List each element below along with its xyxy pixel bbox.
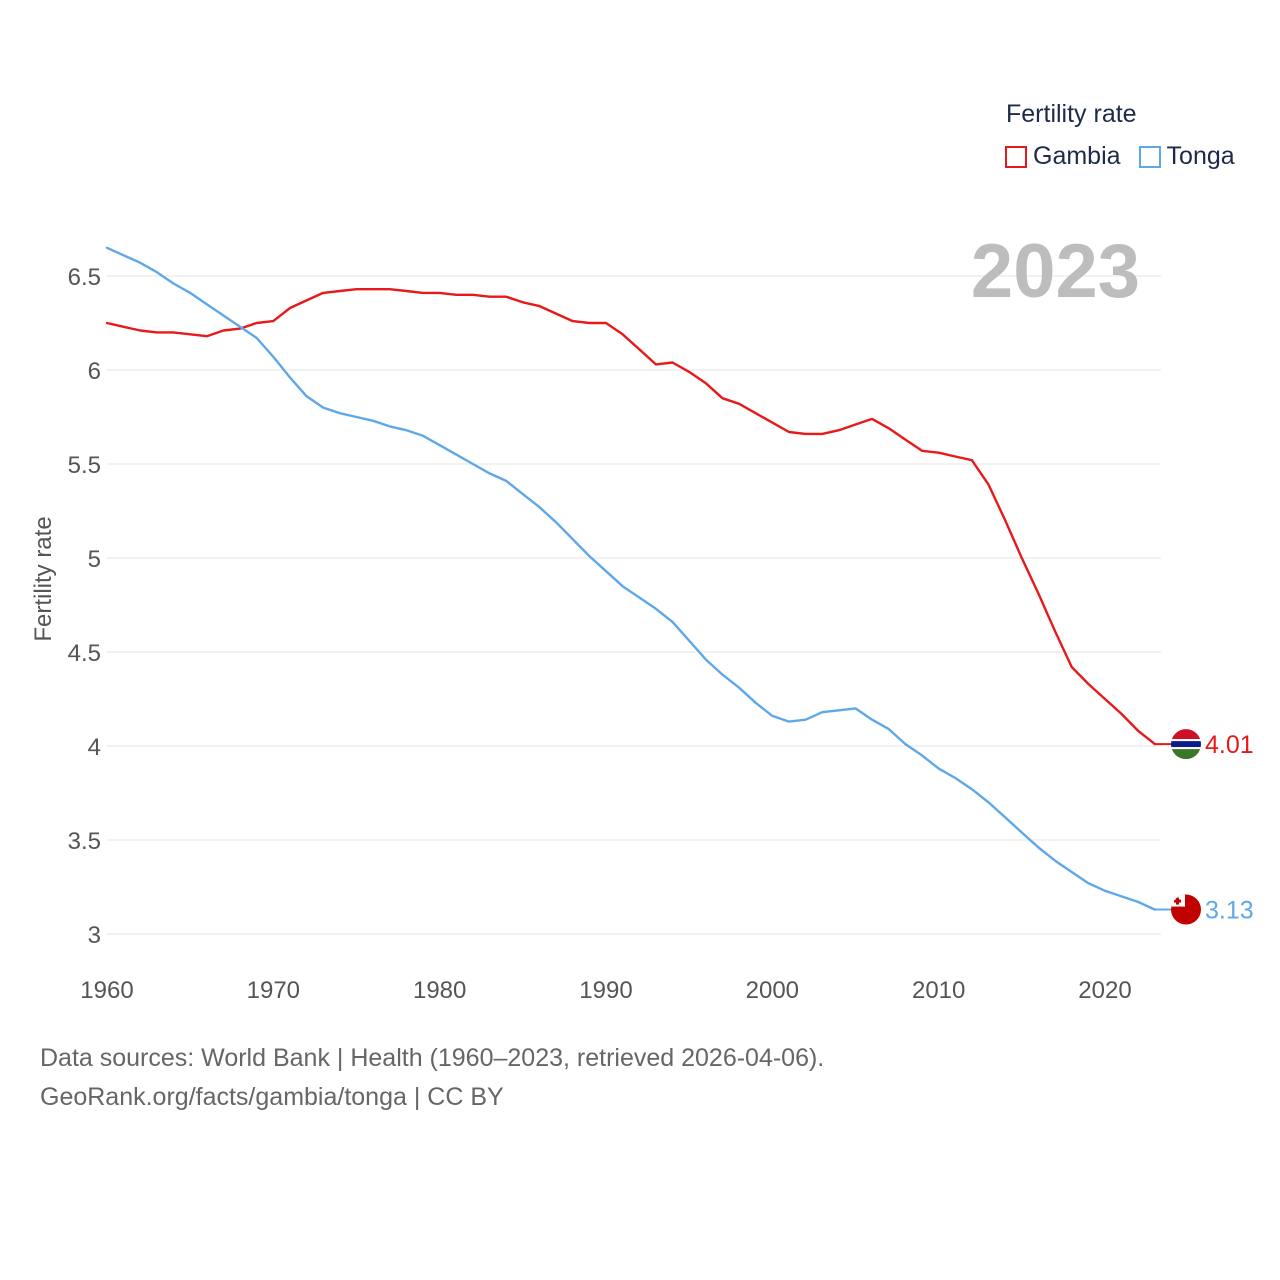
x-tick-label: 1990 xyxy=(579,977,632,1004)
end-label-gambia: 4.01 xyxy=(1205,731,1254,759)
legend-label-gambia: Gambia xyxy=(1033,142,1121,170)
x-tick-label: 2000 xyxy=(746,977,799,1004)
x-tick-label: 1980 xyxy=(413,977,466,1004)
y-tick-label: 6 xyxy=(88,358,101,385)
x-tick-label: 2020 xyxy=(1078,977,1131,1004)
y-tick-label: 5 xyxy=(88,546,101,573)
legend: Gambia Tonga xyxy=(1005,142,1253,171)
y-tick-label: 3 xyxy=(88,922,101,949)
x-tick-label: 1970 xyxy=(247,977,300,1004)
end-flags xyxy=(1171,729,1201,925)
series-line-gambia xyxy=(105,288,1157,746)
legend-item-tonga[interactable]: Tonga xyxy=(1138,142,1235,171)
end-labels: 4.01 3.13 xyxy=(1205,731,1254,924)
grid-lines xyxy=(107,275,1161,935)
series-lines xyxy=(105,246,1172,911)
x-tick-label: 2010 xyxy=(912,977,965,1004)
legend-swatch-gambia xyxy=(1005,145,1027,168)
series-line-tonga xyxy=(105,246,1157,911)
x-axis-ticks: 1960 1970 1980 1990 2000 2010 2020 xyxy=(80,977,1131,1004)
y-tick-label: 5.5 xyxy=(68,452,101,479)
y-axis-label: Fertility rate xyxy=(30,516,57,642)
y-tick-label: 4 xyxy=(88,734,101,761)
legend-item-gambia[interactable]: Gambia xyxy=(1005,142,1121,171)
gambia-flag-icon xyxy=(1171,729,1201,760)
x-tick-label: 1960 xyxy=(80,977,133,1004)
year-label: 2023 xyxy=(970,229,1140,314)
end-label-tonga: 3.13 xyxy=(1205,897,1254,925)
y-tick-label: 4.5 xyxy=(68,640,101,667)
y-axis-ticks: 3 3.5 4 4.5 5 5.5 6 6.5 xyxy=(68,264,101,949)
legend-label-tonga: Tonga xyxy=(1166,142,1235,170)
tonga-flag-icon xyxy=(1171,894,1201,925)
legend-title: Fertility rate xyxy=(1006,100,1137,128)
legend-swatch-tonga xyxy=(1138,145,1161,168)
y-tick-label: 3.5 xyxy=(68,828,101,855)
y-tick-label: 6.5 xyxy=(68,264,101,291)
source-line-2: GeoRank.org/facts/gambia/tonga | CC BY xyxy=(40,1083,504,1111)
source-line-1: Data sources: World Bank | Health (1960–… xyxy=(40,1044,825,1072)
